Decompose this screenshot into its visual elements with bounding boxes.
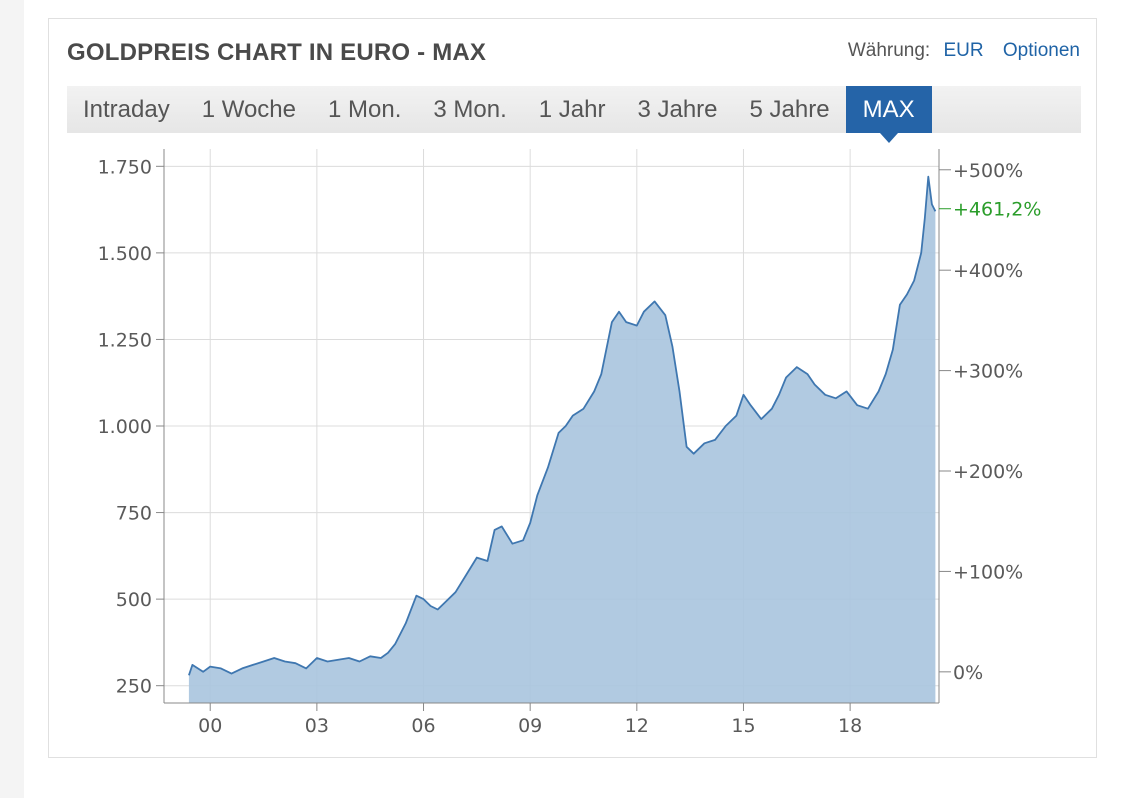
y-tick-label: 750 xyxy=(116,503,152,525)
y-tick-label: 1.500 xyxy=(98,243,152,265)
tab-1-month[interactable]: 1 Mon. xyxy=(328,95,402,123)
pct-tick-label: +300% xyxy=(953,361,1023,383)
tab-5-years[interactable]: 5 Jahre xyxy=(749,95,830,123)
pct-tick-label: +500% xyxy=(953,160,1023,182)
x-tick-label: 15 xyxy=(731,715,755,737)
axes xyxy=(156,149,951,711)
x-tick-label: 06 xyxy=(411,715,435,737)
currency-label: Währung: xyxy=(847,40,931,61)
x-tick-label: 12 xyxy=(625,715,649,737)
pct-tick-label: +100% xyxy=(953,561,1023,583)
y-tick-label: 250 xyxy=(116,676,152,698)
tab-1-year[interactable]: 1 Jahr xyxy=(538,95,606,123)
currency-link[interactable]: EUR xyxy=(943,40,984,61)
gold-chart-card: GOLDPREIS CHART IN EURO - MAX Währung: E… xyxy=(48,18,1097,758)
tab-intraday[interactable]: Intraday xyxy=(83,95,170,123)
tab-1-week[interactable]: 1 Woche xyxy=(201,95,296,123)
axis-labels: 250 500 750 1.000 1.250 1.500 1.750 00 03 06 09 12 1… xyxy=(98,156,1042,737)
current-pct-label: +461,2% xyxy=(953,199,1041,221)
x-tick-label: 09 xyxy=(518,715,542,737)
x-tick-label: 18 xyxy=(838,715,862,737)
y-tick-label: 500 xyxy=(116,589,152,611)
y-tick-label: 1.000 xyxy=(98,416,152,438)
options-link[interactable]: Optionen xyxy=(1002,40,1080,61)
tab-3-years[interactable]: 3 Jahre xyxy=(637,95,718,123)
currency-selector: Währung: EUR Optionen xyxy=(848,40,1080,62)
gold-price-chart: 250 500 750 1.000 1.250 1.500 1.750 00 03 06 09 12 1… xyxy=(98,149,1042,737)
tab-3-months[interactable]: 3 Mon. xyxy=(433,95,507,123)
price-area xyxy=(188,176,936,703)
y-tick-label: 1.750 xyxy=(98,156,152,178)
x-tick-label: 03 xyxy=(305,715,329,737)
timeframe-tabs: Intraday 1 Woche 1 Mon. 3 Mon. 1 Jahr 3 … xyxy=(67,86,1081,143)
pct-tick-label: 0% xyxy=(953,662,983,684)
tab-max[interactable]: MAX xyxy=(845,86,932,143)
price-line xyxy=(188,175,937,676)
pct-tick-label: +400% xyxy=(953,260,1023,282)
chart-title: GOLDPREIS CHART IN EURO - MAX xyxy=(67,39,487,66)
x-tick-label: 00 xyxy=(198,715,222,737)
pct-tick-label: +200% xyxy=(953,461,1023,483)
y-tick-label: 1.250 xyxy=(98,329,152,351)
